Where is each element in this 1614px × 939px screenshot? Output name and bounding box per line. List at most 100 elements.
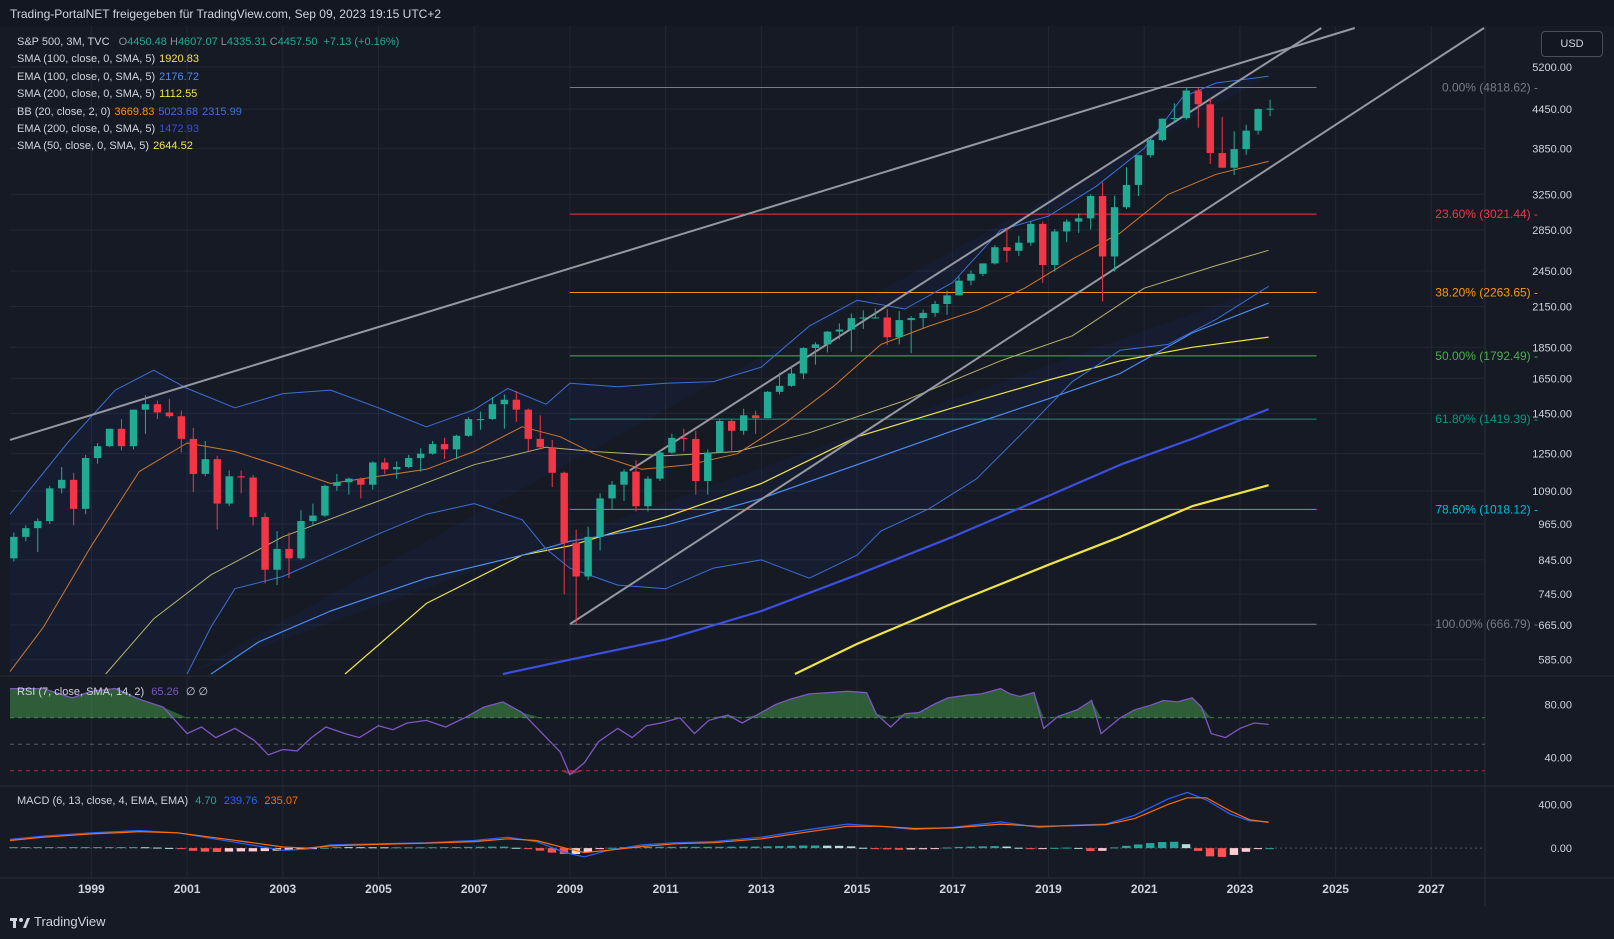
candle-body: [692, 438, 700, 482]
candle-body: [1194, 90, 1203, 105]
candle-body: [859, 317, 868, 319]
candle-body: [69, 479, 78, 509]
macd-histogram-bar: [1265, 848, 1275, 850]
candle-body: [1206, 104, 1214, 154]
trend-line: [569, 27, 1485, 625]
macd-signal-value: 235.07: [264, 795, 299, 807]
macd-histogram-bar: [428, 847, 437, 849]
symbol-name[interactable]: S&P 500, 3M, TVC: [17, 36, 110, 48]
candle-body: [1062, 221, 1071, 232]
macd-histogram-bar: [894, 848, 904, 850]
macd-histogram-bar: [787, 845, 796, 849]
candle-body: [1039, 223, 1047, 266]
macd-histogram-bar: [775, 846, 784, 849]
macd-histogram-bar: [535, 848, 545, 851]
macd-histogram-bar: [236, 848, 246, 852]
macd-histogram-bar: [81, 847, 90, 849]
macd-histogram-bar: [57, 847, 66, 849]
legend-indicator-row[interactable]: EMA (100, close, 0, SMA, 5) 2176.72: [17, 69, 399, 86]
price-tick-label: 3850.00: [1532, 143, 1572, 155]
candle-body: [1182, 90, 1191, 119]
macd-histogram-bar: [33, 847, 42, 849]
rsi-overbought-fill: [10, 688, 1269, 718]
candle-body: [488, 404, 497, 420]
ma-line: [210, 302, 1269, 675]
indicator-name[interactable]: SMA (50, close, 0, SMA, 5): [17, 140, 150, 153]
brand-name: TradingView: [34, 914, 106, 929]
indicator-name[interactable]: BB (20, close, 2, 0): [17, 105, 111, 118]
moving-averages: [9, 75, 1269, 676]
candle-body: [1051, 231, 1059, 266]
candle-body: [392, 467, 401, 470]
candle-body: [141, 404, 150, 410]
candle-body: [656, 452, 664, 479]
rsi-legend[interactable]: RSI (7, close, SMA, 14, 2) 65.26 ∅ ∅: [17, 685, 208, 698]
macd-histogram-bar: [882, 848, 892, 850]
macd-histogram-bar: [1146, 843, 1155, 849]
macd-histogram-bar: [200, 848, 210, 852]
candle-body: [428, 444, 437, 454]
legend-indicator-row[interactable]: SMA (50, close, 0, SMA, 5) 2644.52: [17, 138, 399, 155]
candle-body: [1170, 118, 1179, 120]
macd-histogram-bar: [727, 846, 736, 849]
indicator-value: 3669.83: [114, 105, 155, 118]
macd-histogram-bar: [703, 846, 712, 849]
rsi-name[interactable]: RSI (7, close, SMA, 14, 2): [17, 686, 145, 698]
close-value: 4457.50: [277, 36, 318, 48]
open-label: O: [118, 36, 128, 48]
macd-tick-label: 0.00: [1551, 843, 1572, 855]
legend-indicator-row[interactable]: SMA (100, close, 0, SMA, 5) 1920.83: [17, 51, 399, 68]
macd-name[interactable]: MACD (6, 13, close, 4, EMA, EMA): [17, 795, 189, 807]
candle-body: [967, 273, 975, 281]
legend-indicator-row[interactable]: EMA (200, close, 0, SMA, 5) 1472.93: [17, 121, 399, 138]
macd-histogram-bar: [464, 846, 473, 849]
macd-histogram-bar: [1086, 848, 1095, 851]
rsi-line: [10, 687, 1269, 776]
fib-level-label: 78.60% (1018.12) -: [1435, 502, 1538, 516]
time-tick-label: 2023: [1227, 882, 1254, 896]
time-tick-label: 2007: [461, 882, 488, 896]
candle-body: [835, 329, 844, 332]
macd-histogram-bar: [1050, 847, 1059, 849]
candle-body: [1146, 140, 1155, 156]
macd-histogram-bar: [284, 848, 293, 850]
macd-histogram-bar: [1217, 848, 1227, 857]
macd-histogram-bar: [1241, 848, 1251, 852]
candle-body: [895, 320, 903, 338]
price-tick-label: 745.00: [1538, 589, 1572, 601]
candle-body: [105, 428, 114, 447]
candle-body: [1158, 118, 1167, 141]
indicator-name[interactable]: EMA (200, close, 0, SMA, 5): [17, 123, 156, 136]
indicator-name[interactable]: EMA (100, close, 0, SMA, 5): [17, 70, 156, 83]
rsi-tick-label: 80.00: [1544, 700, 1572, 712]
macd-histogram-bar: [320, 847, 329, 849]
legend-main-row[interactable]: S&P 500, 3M, TVC O4450.48 H4607.07 L4335…: [17, 34, 399, 51]
macd-histogram-bar: [1098, 848, 1107, 851]
legend-indicator-row[interactable]: BB (20, close, 2, 0) 3669.83 5023.68 2315.9…: [17, 104, 399, 121]
macd-histogram-bar: [858, 847, 868, 849]
candle-body: [907, 318, 915, 321]
grid-lines: [0, 26, 1614, 906]
candle-body: [1015, 242, 1023, 251]
top-bar: Trading-PortalNET freigegeben für Tradin…: [0, 0, 1614, 26]
macd-histogram-bar: [942, 847, 951, 849]
currency-button[interactable]: USD: [1541, 31, 1603, 57]
indicator-value: 2176.72: [159, 70, 199, 83]
legend-indicator-row[interactable]: SMA (200, close, 0, SMA, 5) 1112.55: [17, 86, 399, 103]
price-tick-label: 4450.00: [1532, 104, 1572, 116]
candle-body: [871, 317, 879, 319]
macd-histogram-bar: [380, 847, 389, 849]
candle-body: [249, 477, 257, 517]
candle-body: [584, 536, 592, 577]
low-label: L: [220, 36, 227, 48]
candle-body: [10, 536, 18, 559]
macd-legend[interactable]: MACD (6, 13, close, 4, EMA, EMA) 4.70 23…: [17, 795, 298, 807]
indicator-name[interactable]: SMA (200, close, 0, SMA, 5): [17, 88, 156, 101]
candle-body: [177, 416, 186, 439]
candle-body: [799, 348, 808, 374]
time-tick-label: 2027: [1418, 882, 1445, 896]
indicator-name[interactable]: SMA (100, close, 0, SMA, 5): [17, 53, 156, 66]
tradingview-brand[interactable]: TradingView: [10, 914, 106, 929]
macd-histogram-bar: [547, 848, 557, 853]
